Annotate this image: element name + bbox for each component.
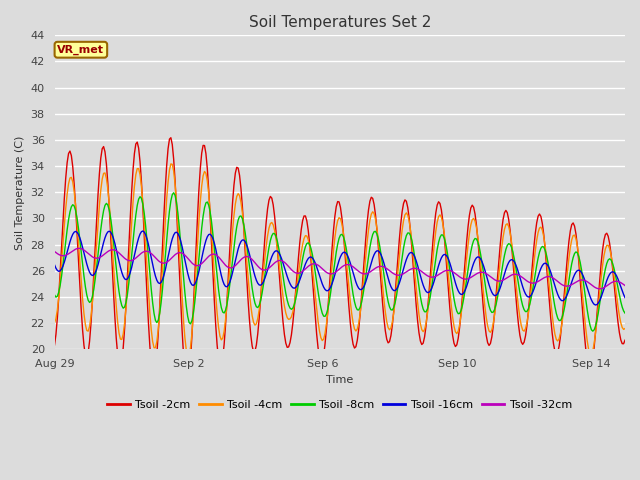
- Y-axis label: Soil Temperature (C): Soil Temperature (C): [15, 135, 25, 250]
- Title: Soil Temperatures Set 2: Soil Temperatures Set 2: [248, 15, 431, 30]
- X-axis label: Time: Time: [326, 374, 353, 384]
- Text: VR_met: VR_met: [58, 45, 104, 55]
- Legend: Tsoil -2cm, Tsoil -4cm, Tsoil -8cm, Tsoil -16cm, Tsoil -32cm: Tsoil -2cm, Tsoil -4cm, Tsoil -8cm, Tsoi…: [103, 396, 577, 415]
